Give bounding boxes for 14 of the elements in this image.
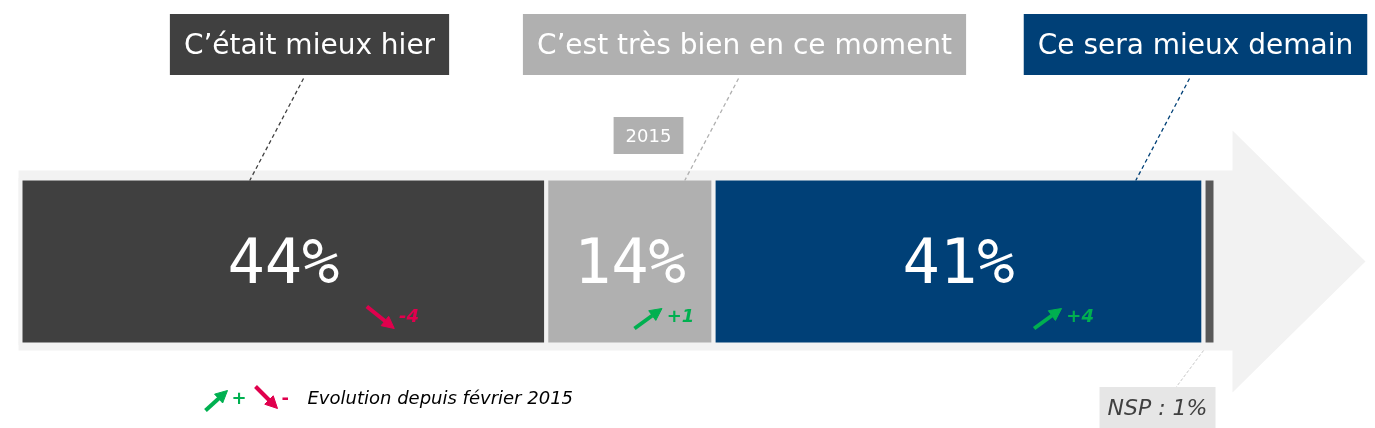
text: Evolution depuis février 2015 [307, 387, 574, 408]
data-label: 41% [902, 225, 1015, 298]
data-label: NSP : 1% [1107, 395, 1208, 420]
text: Ce sera mieux demain [1037, 28, 1354, 61]
annotation: -4 [399, 305, 420, 326]
data-label: 44% [227, 225, 340, 298]
annotation: +1 [666, 305, 695, 326]
text: 2015 [625, 125, 672, 146]
annotation: +4 [1066, 305, 1094, 326]
text: C’est très bien en ce moment [536, 28, 953, 61]
text: - [281, 387, 289, 408]
text: + [231, 387, 247, 408]
text: C’était mieux hier [183, 28, 436, 61]
data-label: 14% [573, 225, 686, 298]
